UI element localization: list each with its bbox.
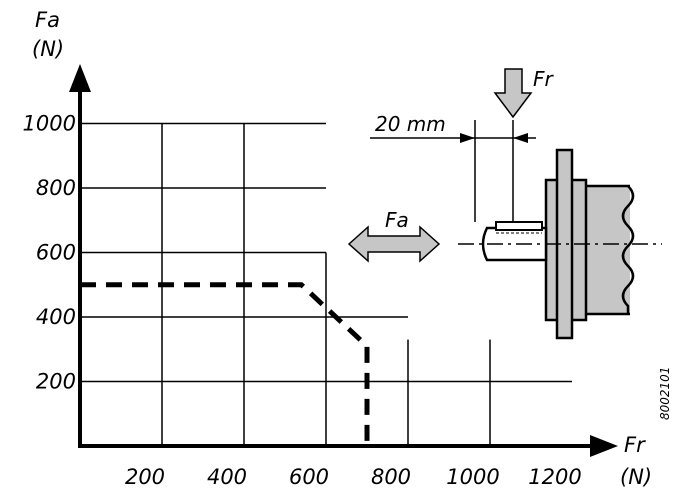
grid — [80, 122, 572, 446]
series-layer — [80, 282, 370, 446]
y-axis-arrow — [69, 64, 91, 92]
x-tick-label-400: 400 — [207, 465, 247, 489]
radial-force-label: Fr — [533, 67, 555, 91]
catalogue-code: 8002101 — [658, 367, 672, 420]
distance-label: 20 mm — [375, 112, 446, 136]
y-tick-label-800: 800 — [36, 176, 76, 200]
radial-force-arrow — [493, 68, 533, 119]
y-tick-label-1000: 1000 — [23, 112, 76, 136]
x-axis-arrow — [590, 435, 618, 457]
x-axis-name: Fr — [624, 433, 646, 457]
x-tick-label-1000: 1000 — [446, 465, 499, 489]
y-tick-label-600: 600 — [36, 241, 76, 265]
distance-dimension — [370, 120, 536, 222]
series-line-0 — [80, 282, 370, 446]
axial-force-arrow — [347, 225, 441, 263]
motor-shaft-illustration — [458, 148, 662, 340]
y-axis-unit: (N) — [32, 37, 64, 61]
x-tick-label-800: 800 — [371, 465, 411, 489]
x-tick-labels: 200 400 600 800 1000 1200 — [125, 465, 582, 489]
x-tick-label-1200: 1200 — [528, 465, 581, 489]
y-axis-name: Fa — [35, 8, 60, 32]
x-axis-unit: (N) — [620, 465, 652, 489]
axial-force-label: Fa — [385, 208, 409, 232]
y-tick-label-400: 400 — [36, 305, 76, 329]
y-tick-labels: 200 400 600 800 1000 — [23, 112, 76, 394]
y-tick-label-200: 200 — [36, 370, 76, 394]
x-tick-label-200: 200 — [125, 465, 165, 489]
x-tick-label-600: 600 — [289, 465, 329, 489]
